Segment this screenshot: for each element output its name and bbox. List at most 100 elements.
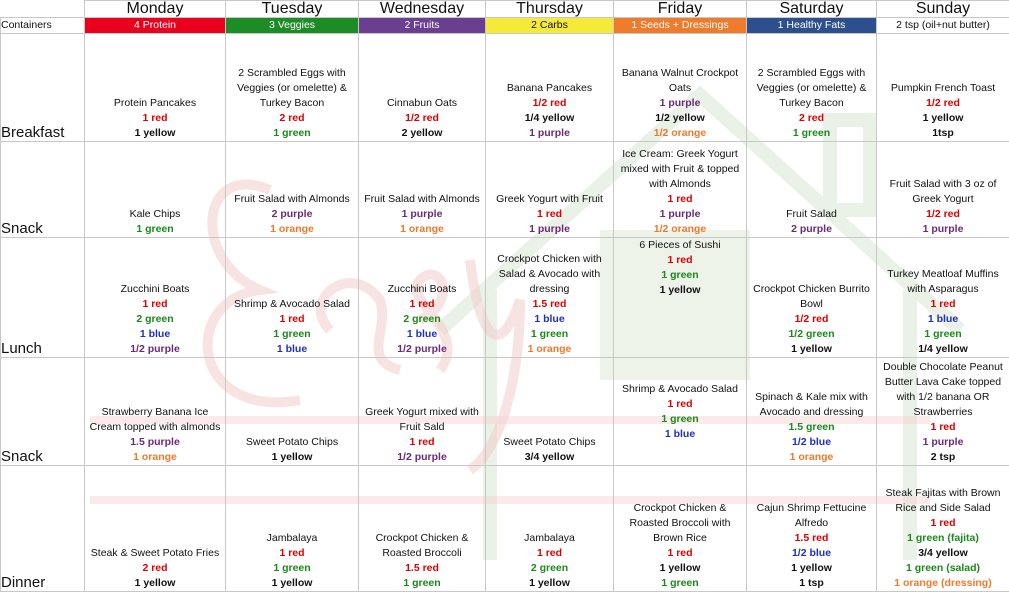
dish-name: 2 Scrambled Eggs with Veggies (or omelet… xyxy=(747,66,876,111)
dish-name: Banana Walnut Crockpot Oats xyxy=(614,66,746,96)
container-amount: 1 purple xyxy=(877,222,1009,237)
dish-name: Sweet Potato Chips xyxy=(486,435,613,450)
container-amount: 2 yellow xyxy=(359,126,485,141)
day-wednesday: Wednesday xyxy=(359,1,486,18)
container-amount: 1 green xyxy=(614,268,746,283)
container-amount: 1 blue xyxy=(359,327,485,342)
dish-name: Protein Pancakes xyxy=(85,96,225,111)
container-amount: 1 green xyxy=(747,126,876,141)
container-amount: 1/2 red xyxy=(747,312,876,327)
meal-cell: Spinach & Kale mix with Avocado and dres… xyxy=(747,358,877,466)
container-amount: 1 red xyxy=(359,435,485,450)
category-oil-nut-butter: 2 tsp (oil+nut butter) xyxy=(877,18,1009,34)
container-amount: 2 tsp xyxy=(877,450,1009,465)
container-amount: 1 red xyxy=(614,546,746,561)
day-saturday: Saturday xyxy=(747,1,877,18)
container-amount: 1/2 red xyxy=(486,96,613,111)
container-amount: 1/2 green xyxy=(747,327,876,342)
container-amount: 1 green xyxy=(877,327,1009,342)
dish-name: Cinnabun Oats xyxy=(359,96,485,111)
container-amount: 1/2 purple xyxy=(359,342,485,357)
container-amount: 1/4 yellow xyxy=(877,342,1009,357)
container-amount: 2 purple xyxy=(226,207,358,222)
container-amount: 1/2 red xyxy=(877,96,1009,111)
container-amount: 1 red xyxy=(85,111,225,126)
container-amount: 2 green xyxy=(85,312,225,327)
container-amount: 1 orange xyxy=(226,222,358,237)
day-header-row: Monday Tuesday Wednesday Thursday Friday… xyxy=(1,1,1009,18)
corner-cell xyxy=(1,1,85,18)
category-protein: 4 Protein xyxy=(85,18,226,34)
container-amount: 1/2 orange xyxy=(614,126,746,141)
dish-name: Spinach & Kale mix with Avocado and dres… xyxy=(747,390,876,420)
dish-name: Sweet Potato Chips xyxy=(226,435,358,450)
container-amount: 1 purple xyxy=(614,96,746,111)
container-amount: 1tsp xyxy=(877,126,1009,141)
container-amount: 1 red xyxy=(877,516,1009,531)
container-amount: 1.5 purple xyxy=(85,435,225,450)
container-amount: 1 blue xyxy=(614,427,746,442)
container-amount: 1 blue xyxy=(486,312,613,327)
container-amount: 1 purple xyxy=(486,222,613,237)
dish-name: Greek Yogurt mixed with Fruit Sald xyxy=(359,405,485,435)
meal-cell: Ice Cream: Greek Yogurt mixed with Fruit… xyxy=(614,142,747,238)
dish-name: Crockpot Chicken & Roasted Broccoli with… xyxy=(614,501,746,546)
container-amount: 1.5 red xyxy=(359,561,485,576)
category-carbs: 2 Carbs xyxy=(486,18,614,34)
dish-name: Crockpot Chicken Burrito Bowl xyxy=(747,282,876,312)
dish-name: Shrimp & Avocado Salad xyxy=(226,297,358,312)
dish-name: Ice Cream: Greek Yogurt mixed with Fruit… xyxy=(614,147,746,192)
container-amount: 2 purple xyxy=(747,222,876,237)
container-amount: 1 purple xyxy=(614,207,746,222)
container-amount: 1/2 blue xyxy=(747,546,876,561)
day-monday: Monday xyxy=(85,1,226,18)
dish-name: Banana Pancakes xyxy=(486,81,613,96)
day-tuesday: Tuesday xyxy=(226,1,359,18)
container-amount: 1/2 purple xyxy=(359,450,485,465)
category-veggies: 3 Veggies xyxy=(226,18,359,34)
category-fruits: 2 Fruits xyxy=(359,18,486,34)
container-amount: 1 red xyxy=(877,297,1009,312)
container-amount: 1 yellow xyxy=(85,126,225,141)
container-amount: 3/4 yellow xyxy=(486,450,613,465)
meal-snack-label: Snack xyxy=(1,142,85,238)
dish-name: Strawberry Banana Ice Cream topped with … xyxy=(85,405,225,435)
meal-dinner-label: Dinner xyxy=(1,466,85,592)
dish-name: Jambalaya xyxy=(226,531,358,546)
container-amount: 1 purple xyxy=(486,126,613,141)
container-amount: 1 green xyxy=(226,327,358,342)
container-amount: 1 red xyxy=(486,546,613,561)
dish-name: Fruit Salad with Almonds xyxy=(359,192,485,207)
container-amount: 1 red xyxy=(359,297,485,312)
container-amount: 2 red xyxy=(226,111,358,126)
dish-name: Pumpkin French Toast xyxy=(877,81,1009,96)
container-amount: 1 green xyxy=(226,126,358,141)
container-amount: 1 red xyxy=(85,297,225,312)
container-amount: 1 blue xyxy=(85,327,225,342)
container-amount: 1 red xyxy=(877,420,1009,435)
meal-cell: Strawberry Banana Ice Cream topped with … xyxy=(85,358,226,466)
container-amount: 1 orange xyxy=(486,342,613,357)
meal-cell: Double Chocolate Peanut Butter Lava Cake… xyxy=(877,358,1009,466)
container-amount: 1 green xyxy=(226,561,358,576)
container-amount: 1.5 red xyxy=(486,297,613,312)
dish-name: Shrimp & Avocado Salad xyxy=(614,382,746,397)
dish-name: Crockpot Chicken & Roasted Broccoli xyxy=(359,531,485,561)
container-amount: 1 orange (dressing) xyxy=(877,576,1009,591)
dish-name: Cajun Shrimp Fettucine Alfredo xyxy=(747,501,876,531)
meal-lunch-label: Lunch xyxy=(1,238,85,358)
